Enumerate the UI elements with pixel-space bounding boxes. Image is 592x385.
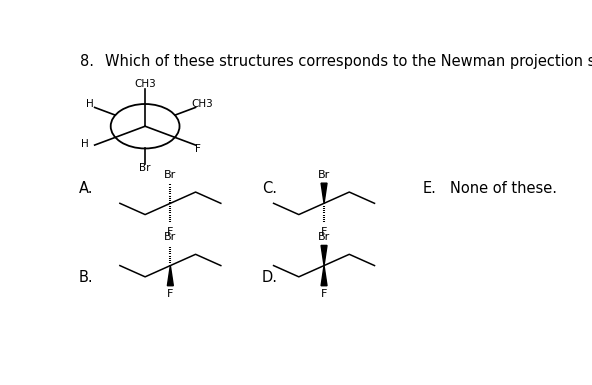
Text: Br: Br (318, 170, 330, 179)
Text: Which of these structures corresponds to the Newman projection shown here?: Which of these structures corresponds to… (105, 54, 592, 69)
Text: H: H (81, 139, 88, 149)
Text: CH3: CH3 (134, 79, 156, 89)
Text: F: F (167, 227, 173, 237)
Polygon shape (321, 245, 327, 266)
Text: E.: E. (423, 181, 436, 196)
Text: F: F (167, 289, 173, 299)
Text: F: F (321, 289, 327, 299)
Text: None of these.: None of these. (451, 181, 557, 196)
Polygon shape (321, 266, 327, 286)
Text: F: F (195, 144, 201, 154)
Text: Br: Br (318, 232, 330, 242)
Text: H: H (86, 99, 94, 109)
Text: Br: Br (139, 163, 151, 173)
Text: B.: B. (79, 270, 93, 285)
Text: F: F (321, 227, 327, 237)
Text: D.: D. (262, 270, 278, 285)
Text: A.: A. (79, 181, 93, 196)
Polygon shape (168, 266, 173, 286)
Text: Br: Br (164, 232, 176, 242)
Polygon shape (321, 183, 327, 203)
Text: C.: C. (262, 181, 277, 196)
Text: Br: Br (164, 170, 176, 179)
Text: CH3: CH3 (191, 99, 213, 109)
Text: 8.: 8. (79, 54, 94, 69)
